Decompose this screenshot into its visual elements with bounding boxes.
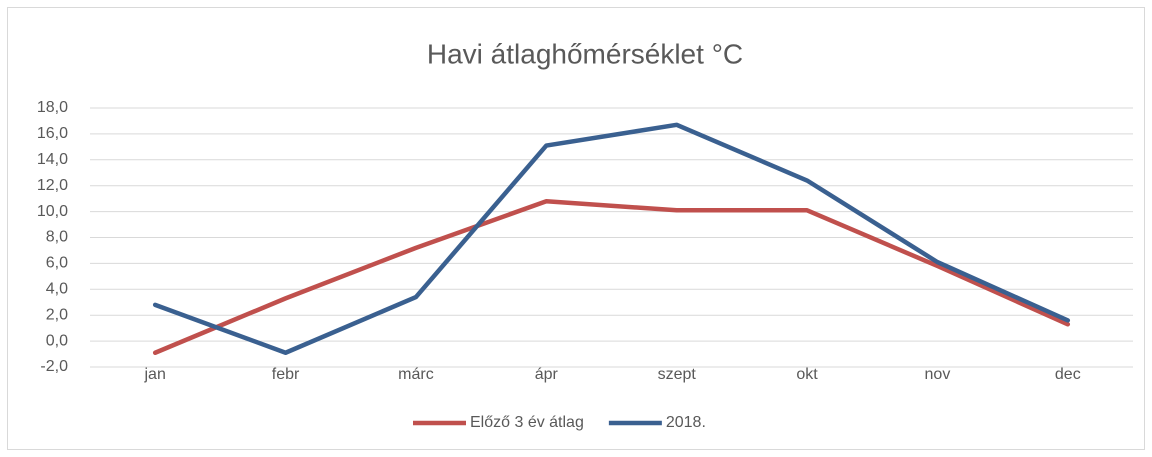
x-tick-label: nov: [925, 366, 951, 383]
y-tick-label: -2,0: [40, 358, 68, 375]
series-line: [152, 198, 1071, 356]
y-tick-label: 0,0: [46, 332, 68, 349]
y-tick-label: 14,0: [37, 151, 68, 168]
y-tick-label: 10,0: [37, 203, 68, 220]
y-tick-label: 2,0: [46, 306, 68, 323]
y-tick-label: 6,0: [46, 255, 68, 272]
x-tick-label: jan: [144, 366, 166, 383]
legend-label: 2018.: [666, 414, 706, 431]
y-tick-label: 18,0: [37, 99, 68, 116]
x-tick-label: dec: [1055, 366, 1081, 383]
y-tick-label: 16,0: [37, 125, 68, 142]
x-tick-label: okt: [796, 366, 818, 383]
x-tick-label: szept: [658, 366, 697, 383]
x-tick-label: febr: [272, 366, 300, 383]
x-tick-label: márc: [398, 366, 434, 383]
y-tick-label: 4,0: [46, 281, 68, 298]
y-tick-label: 8,0: [46, 229, 68, 246]
series-line: [152, 122, 1071, 356]
chart-title: Havi átlaghőmérséklet °C: [427, 38, 743, 69]
chart-border: [7, 7, 1145, 450]
x-tick-label: ápr: [535, 366, 559, 383]
y-tick-label: 12,0: [37, 177, 68, 194]
legend-label: Előző 3 év átlag: [470, 414, 584, 431]
